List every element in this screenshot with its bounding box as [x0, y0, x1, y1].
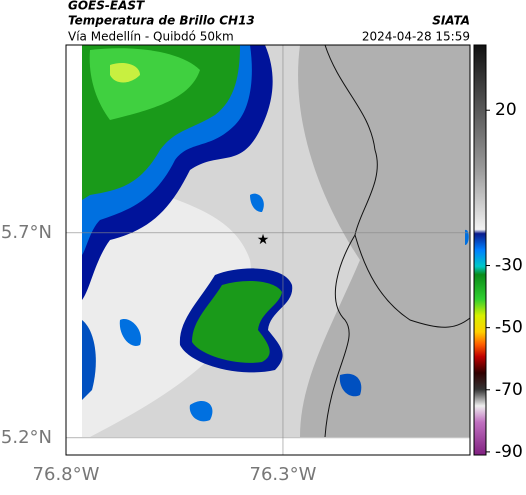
product: Temperatura de Brillo CH13 [68, 14, 255, 28]
source: GOES-EAST [68, 0, 145, 13]
colorbar [473, 44, 487, 456]
labels: 76.8°W 76.3°W 5.2°N 5.7°N 20 -30 -50 -70 -90 [1, 100, 523, 485]
map-frame [65, 44, 471, 456]
y-tick-label: 5.2°N [1, 427, 52, 448]
colorbar-tick-label: 20 [495, 100, 517, 120]
y-tick-label: 5.7°N [1, 222, 52, 243]
route: Vía Medellín - Quibdó 50km [68, 30, 234, 44]
timestamp: 2024-04-28 15:59 [362, 30, 470, 44]
x-tick-label: 76.3°W [250, 464, 317, 485]
colorbar-tick-label: -90 [495, 442, 523, 462]
satellite-image [82, 45, 470, 437]
city-marker: ★ [257, 232, 270, 248]
agency: SIATA [432, 14, 470, 28]
colorbar-tick-label: -70 [495, 380, 523, 400]
colorbar-tick-label: -30 [495, 256, 523, 276]
x-tick-label: 76.8°W [33, 464, 100, 485]
header: GOES-EAST Temperatura de Brillo CH13 Vía… [68, 0, 470, 44]
colorbar-tick-label: -50 [495, 318, 523, 338]
